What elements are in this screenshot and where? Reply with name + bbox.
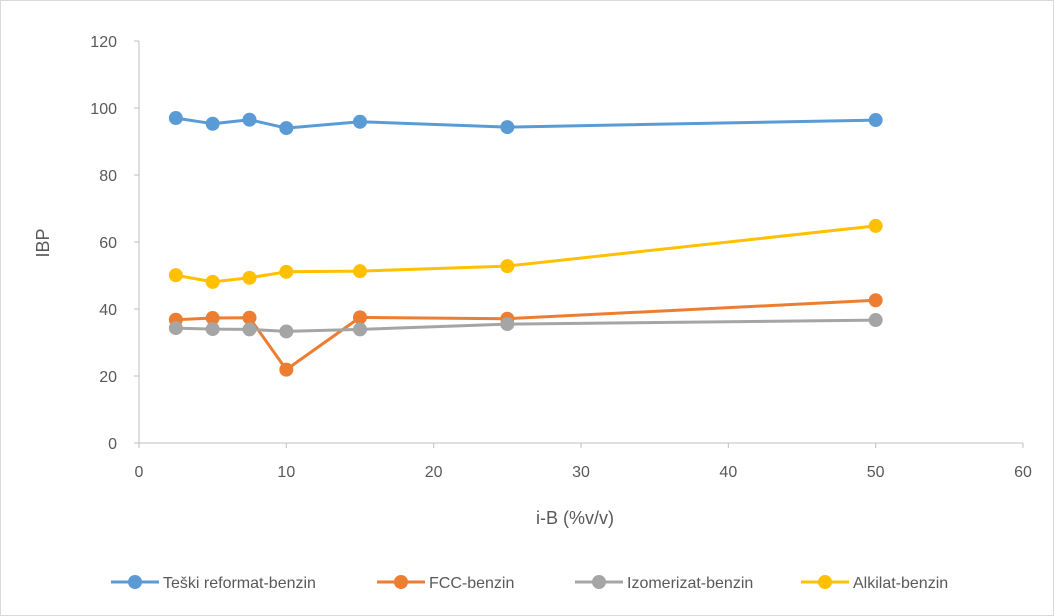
legend-item: Izomerizat-benzin	[575, 575, 753, 592]
data-point	[279, 324, 294, 339]
series-2	[168, 313, 883, 339]
data-point	[353, 322, 367, 337]
x-tick-label: 60	[1014, 464, 1032, 481]
y-tick-label: 100	[90, 101, 117, 118]
x-tick-label: 40	[719, 464, 737, 481]
data-point	[868, 313, 883, 328]
series-3	[168, 218, 883, 289]
data-point	[279, 121, 294, 136]
legend-label: Izomerizat-benzin	[627, 575, 753, 592]
data-point	[168, 111, 183, 126]
legend-label: Teški reformat-benzin	[163, 575, 316, 592]
y-tick-label: 20	[99, 369, 117, 386]
data-point	[242, 322, 257, 337]
x-tick-label: 0	[135, 464, 144, 481]
data-point	[168, 321, 183, 336]
series-group	[168, 111, 883, 377]
data-point	[205, 274, 220, 289]
x-tick-label: 20	[425, 464, 443, 481]
x-axis-title: i-B (%v/v)	[536, 508, 614, 528]
y-tick-label: 80	[99, 168, 117, 185]
data-point	[353, 310, 367, 325]
data-point	[868, 218, 883, 233]
data-point	[353, 114, 367, 129]
x-tick-label: 50	[867, 464, 885, 481]
series-0	[168, 111, 883, 136]
data-point	[353, 264, 367, 279]
x-tick-labels: 0 10 20 30 40 50 60	[135, 464, 1032, 481]
y-tick-label: 120	[90, 34, 117, 51]
legend-label: FCC-benzin	[429, 575, 514, 592]
series-1	[168, 293, 883, 377]
y-tick-label: 60	[99, 235, 117, 252]
legend-marker	[128, 575, 142, 589]
y-tick-label: 40	[99, 302, 117, 319]
legend-label: Alkilat-benzin	[853, 575, 948, 592]
legend: Teški reformat-benzin FCC-benzin Izomeriza…	[111, 575, 948, 592]
data-point	[242, 270, 257, 285]
x-tick-label: 10	[277, 464, 295, 481]
legend-item: Teški reformat-benzin	[111, 575, 316, 592]
data-point	[205, 322, 220, 337]
data-point	[279, 264, 294, 279]
data-point	[500, 120, 515, 135]
data-point	[205, 116, 220, 131]
data-point	[500, 317, 515, 332]
legend-marker	[592, 575, 606, 589]
data-point	[168, 268, 183, 283]
data-point	[868, 113, 883, 128]
y-axis-title: IBP	[33, 228, 53, 257]
y-tick-label: 0	[108, 436, 117, 453]
data-point	[500, 259, 515, 274]
legend-item: Alkilat-benzin	[801, 575, 948, 592]
plot-axes	[134, 40, 1024, 448]
data-point	[242, 112, 257, 127]
y-tick-labels: 0 20 40 60 80 100 120	[90, 34, 117, 453]
data-point	[242, 310, 257, 325]
data-point	[205, 311, 220, 326]
legend-marker	[818, 575, 832, 589]
x-tick-label: 30	[572, 464, 590, 481]
data-point	[279, 362, 294, 377]
legend-item: FCC-benzin	[377, 575, 514, 592]
legend-marker	[394, 575, 408, 589]
data-point	[868, 293, 883, 308]
